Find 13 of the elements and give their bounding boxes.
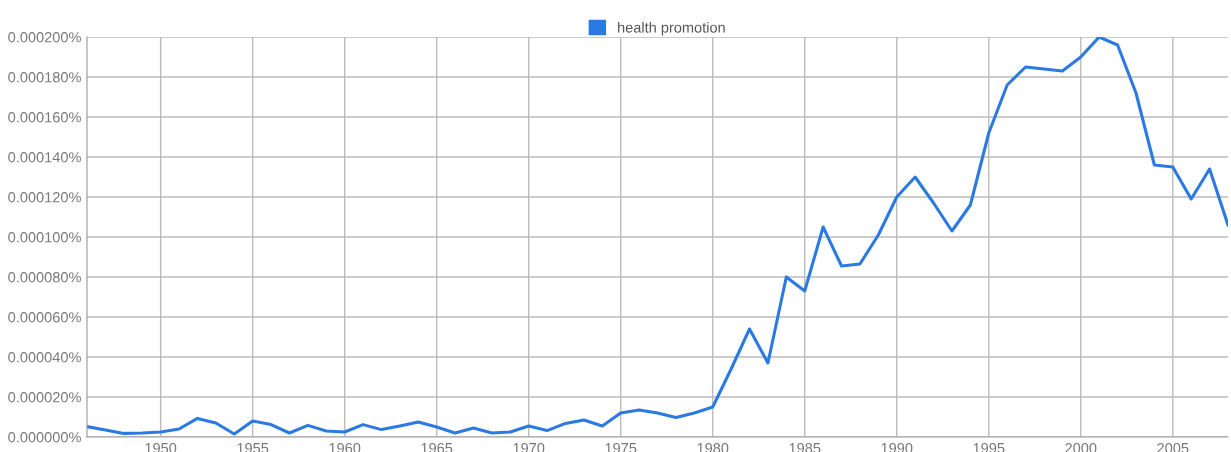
y-tick-label: 0.000140% bbox=[8, 152, 81, 163]
y-tick-label: 0.000200% bbox=[8, 32, 81, 43]
y-tick-label: 0.000080% bbox=[8, 272, 81, 283]
y-tick-label: 0.000040% bbox=[8, 352, 81, 363]
legend-label: health promotion bbox=[618, 21, 725, 36]
y-tick-label: 0.000180% bbox=[8, 72, 81, 83]
y-tick-label: 0.000020% bbox=[8, 392, 81, 403]
y-tick-label: 0.000120% bbox=[8, 192, 81, 203]
y-tick-label: 0.000100% bbox=[8, 232, 81, 243]
y-tick-label: 0.000000% bbox=[8, 432, 81, 443]
line-series bbox=[87, 37, 1228, 436]
y-tick-label: 0.000160% bbox=[8, 112, 81, 123]
y-tick-label: 0.000060% bbox=[8, 312, 81, 323]
